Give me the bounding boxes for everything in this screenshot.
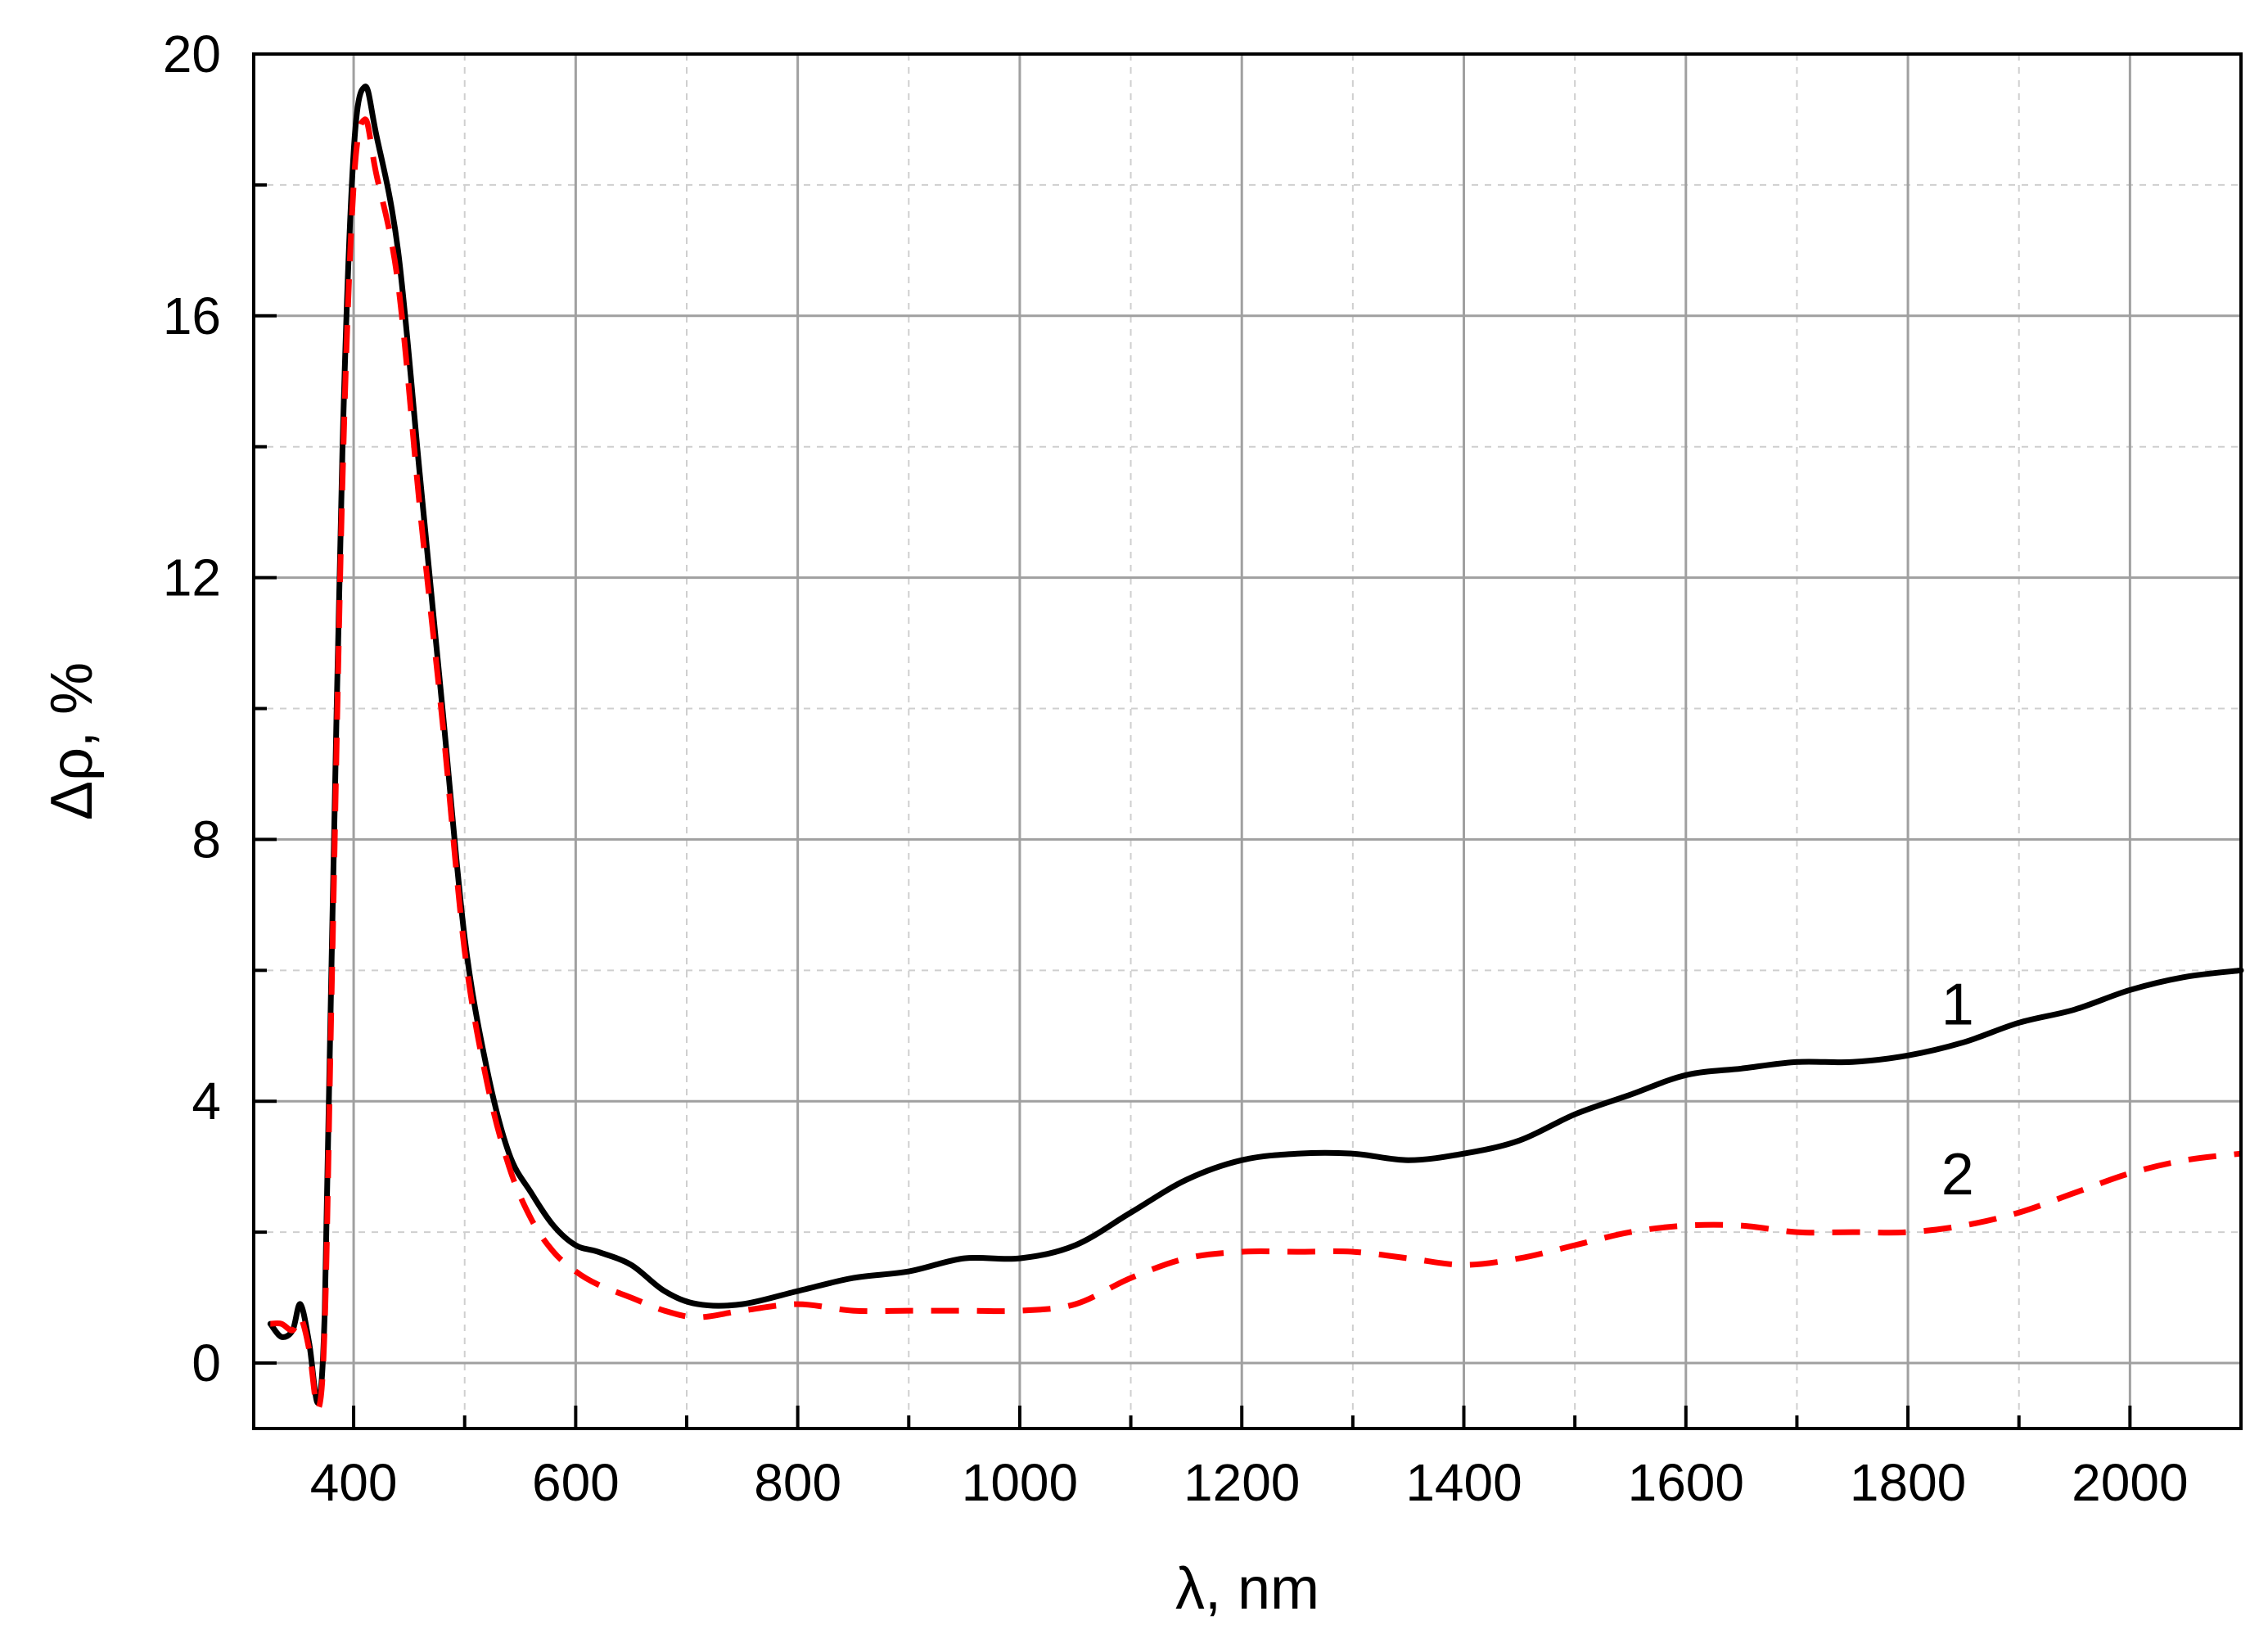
plot-area-frame <box>252 52 2243 1430</box>
y-tick-label: 12 <box>163 548 221 607</box>
y-tick-label: 4 <box>192 1072 221 1131</box>
y-tick-label: 0 <box>192 1334 221 1392</box>
y-tick-label: 16 <box>163 287 221 345</box>
x-tick-label: 1400 <box>1405 1453 1522 1512</box>
curve-label-1: 1 <box>1941 972 1974 1037</box>
x-tick-label: 800 <box>754 1453 841 1512</box>
x-tick-label: 1200 <box>1184 1453 1300 1512</box>
x-tick-label: 400 <box>310 1453 398 1512</box>
y-tick-label: 20 <box>163 25 221 84</box>
series-layer <box>267 84 2244 1412</box>
major-grid <box>254 52 2241 1429</box>
x-tick-label: 1800 <box>1850 1453 1966 1512</box>
x-tick-label: 2000 <box>2072 1453 2188 1512</box>
axis-ticks: 400 600 800 1000 1200 1400 1600 1800 20000481216… <box>163 25 2243 1512</box>
curve-annotations: 12 <box>1941 972 1974 1207</box>
x-tick-label: 1600 <box>1628 1453 1744 1512</box>
curve-label-2: 2 <box>1941 1142 1974 1207</box>
y-tick-label: 8 <box>192 810 221 869</box>
x-tick-label: 600 <box>532 1453 620 1512</box>
x-tick-label: 1000 <box>962 1453 1078 1512</box>
series-line-2 <box>270 116 2242 1412</box>
x-axis-title: λ, nm <box>1175 1556 1319 1622</box>
y-axis-title: Δρ, % <box>39 662 105 820</box>
